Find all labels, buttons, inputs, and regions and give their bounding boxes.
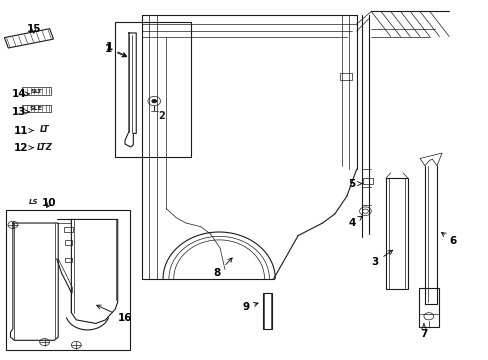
Bar [115, 22, 190, 157]
Text: LT: LT [40, 125, 49, 134]
Text: SLT: SLT [30, 89, 42, 94]
Bar [65, 240, 72, 244]
Text: 1: 1 [104, 44, 126, 57]
Text: 6: 6 [441, 233, 456, 246]
Text: 13: 13 [11, 107, 29, 117]
Bar [21, 87, 51, 95]
Text: 11: 11 [13, 126, 33, 135]
Bar [385, 178, 407, 289]
Text: 9: 9 [242, 302, 258, 312]
Text: 3: 3 [370, 250, 392, 267]
Bar [418, 288, 438, 327]
Bar [362, 178, 372, 184]
Bar [262, 293, 272, 329]
Text: LTZ: LTZ [37, 143, 53, 152]
Text: 12: 12 [13, 143, 33, 153]
Text: 2: 2 [158, 111, 164, 121]
Text: 1: 1 [105, 42, 126, 57]
Text: 8: 8 [213, 258, 232, 278]
Text: LS: LS [29, 198, 39, 204]
Text: SLE: SLE [30, 106, 42, 111]
Text: 7: 7 [419, 324, 427, 339]
Text: 15: 15 [26, 24, 41, 35]
Bar [65, 258, 72, 262]
Text: 5: 5 [348, 179, 361, 189]
Text: 14: 14 [11, 89, 29, 99]
Bar [5, 211, 130, 350]
Bar [21, 105, 51, 112]
Text: 4: 4 [347, 216, 362, 228]
Bar [64, 226, 73, 232]
Circle shape [152, 99, 157, 103]
Text: 10: 10 [42, 198, 57, 208]
Text: 16: 16 [97, 305, 132, 323]
Bar [4, 29, 53, 48]
Bar [339, 73, 351, 80]
